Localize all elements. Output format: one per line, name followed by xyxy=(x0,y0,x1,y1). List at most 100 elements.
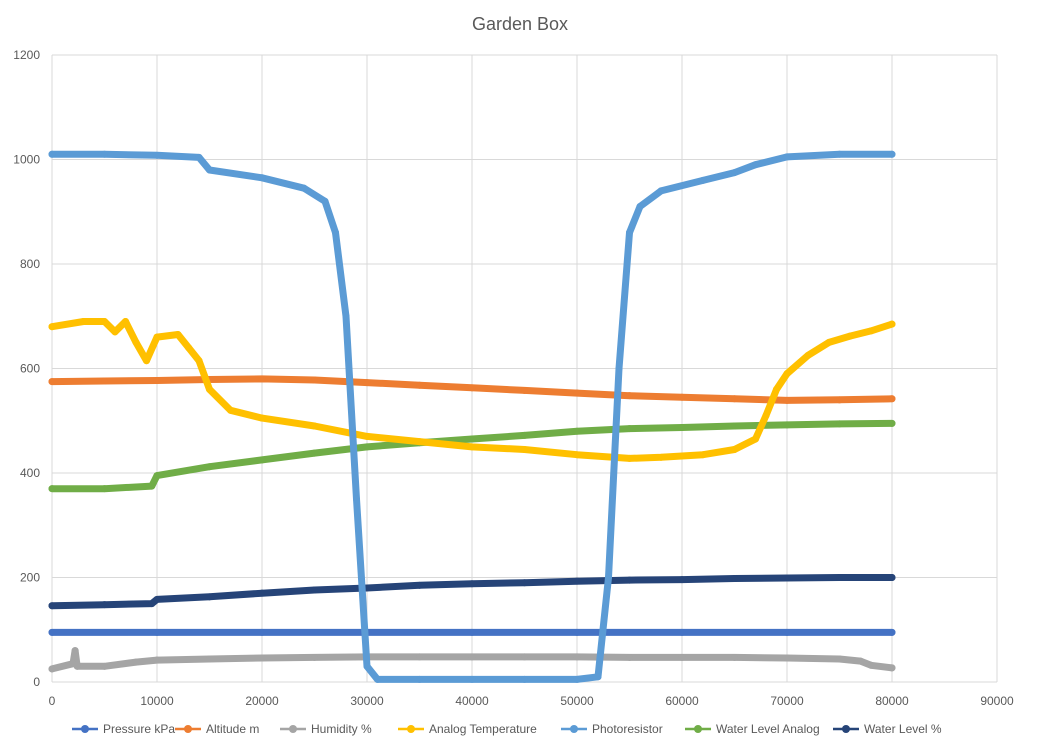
legend-swatch-marker xyxy=(81,725,89,733)
data-point-water-level xyxy=(521,579,528,587)
data-point-water-level-analog xyxy=(783,421,791,429)
data-point-humidity xyxy=(888,664,896,672)
data-point-analog-temperature xyxy=(258,414,266,422)
data-point-analog-temperature xyxy=(825,338,833,346)
data-point-altitude-m xyxy=(101,377,108,385)
data-point-water-level xyxy=(206,593,213,601)
data-point-water-level xyxy=(678,576,686,584)
x-tick-label: 10000 xyxy=(140,694,174,708)
data-point-photoresistor xyxy=(153,151,161,159)
legend-item-altitude-m: Altitude m xyxy=(175,722,259,736)
data-point-water-level xyxy=(626,576,633,584)
data-point-photoresistor xyxy=(783,153,791,161)
data-point-humidity xyxy=(132,658,140,666)
data-point-altitude-m xyxy=(48,378,56,386)
data-point-altitude-m xyxy=(678,393,686,401)
data-point-water-level-analog xyxy=(101,485,108,493)
data-point-pressure-kpa xyxy=(468,628,476,636)
series-pressure-kpa xyxy=(48,628,896,636)
data-point-analog-temperature xyxy=(416,438,423,446)
data-point-photoresistor xyxy=(258,174,266,182)
data-point-altitude-m xyxy=(521,386,528,394)
data-point-humidity xyxy=(71,647,79,655)
data-point-photoresistor xyxy=(699,176,707,184)
data-point-photoresistor xyxy=(594,673,602,681)
data-point-analog-temperature xyxy=(867,327,875,335)
data-point-analog-temperature xyxy=(773,385,780,393)
legend-label: Humidity % xyxy=(311,722,372,736)
data-point-analog-temperature xyxy=(174,331,182,339)
data-point-pressure-kpa xyxy=(783,628,791,636)
legend-swatch-marker xyxy=(570,725,578,733)
data-point-water-level-analog xyxy=(678,424,686,432)
data-point-altitude-m xyxy=(626,392,633,400)
legend-item-pressure-kpa: Pressure kPa xyxy=(72,722,175,736)
data-point-analog-temperature xyxy=(783,370,791,378)
data-point-water-level xyxy=(416,581,423,589)
data-point-water-level-analog xyxy=(731,422,738,430)
data-point-photoresistor xyxy=(605,574,612,581)
data-point-water-level-analog xyxy=(258,456,266,464)
data-point-humidity xyxy=(626,653,633,661)
data-point-altitude-m xyxy=(731,395,738,403)
legend-item-analog-temperature: Analog Temperature xyxy=(398,722,537,736)
legend-item-humidity: Humidity % xyxy=(280,722,372,736)
data-point-analog-temperature xyxy=(752,435,759,443)
legend-swatch-marker xyxy=(184,725,192,733)
data-point-pressure-kpa xyxy=(48,628,56,636)
legend: Pressure kPa Altitude m Humidity % Analog T… xyxy=(72,722,942,736)
data-point-water-level xyxy=(48,602,56,610)
data-point-photoresistor xyxy=(48,150,56,158)
data-point-humidity xyxy=(48,665,56,673)
data-point-water-level-analog xyxy=(836,420,843,428)
data-point-analog-temperature xyxy=(468,443,476,451)
data-point-analog-temperature xyxy=(48,323,56,331)
data-point-photoresistor xyxy=(332,229,339,237)
legend-label: Water Level % xyxy=(864,722,942,736)
data-point-water-level-analog xyxy=(468,435,476,443)
series-analog-temperature xyxy=(48,317,896,462)
data-point-water-level-analog xyxy=(888,419,896,427)
data-point-photoresistor xyxy=(300,184,308,192)
data-point-photoresistor xyxy=(195,153,203,161)
data-point-analog-temperature xyxy=(363,432,371,440)
data-point-analog-temperature xyxy=(521,445,528,453)
data-point-photoresistor xyxy=(206,166,213,174)
data-point-water-level-analog xyxy=(521,431,528,439)
data-point-altitude-m xyxy=(783,396,791,404)
data-point-analog-temperature xyxy=(132,338,140,346)
data-point-altitude-m xyxy=(836,396,843,404)
data-point-humidity xyxy=(731,653,738,661)
data-point-humidity xyxy=(521,653,528,661)
legend-swatch-marker xyxy=(694,725,702,733)
data-point-water-level-analog xyxy=(206,463,213,471)
data-point-photoresistor xyxy=(101,150,108,158)
legend-label: Analog Temperature xyxy=(429,722,537,736)
data-point-analog-temperature xyxy=(111,328,119,336)
legend-label: Photoresistor xyxy=(592,722,663,736)
data-point-humidity xyxy=(101,662,108,670)
x-tick-label: 40000 xyxy=(455,694,489,708)
data-point-humidity xyxy=(311,653,318,661)
data-point-altitude-m xyxy=(258,375,266,383)
data-point-water-level xyxy=(888,574,896,581)
data-point-water-level-analog xyxy=(363,443,371,451)
data-point-altitude-m xyxy=(153,377,161,385)
data-point-water-level xyxy=(783,574,791,582)
data-point-pressure-kpa xyxy=(153,628,161,636)
data-point-analog-temperature xyxy=(311,422,318,430)
data-point-photoresistor xyxy=(636,203,644,211)
data-point-photoresistor xyxy=(374,675,381,683)
legend-item-water-level-analog: Water Level Analog xyxy=(685,722,820,736)
data-point-photoresistor xyxy=(615,365,623,372)
data-point-water-level xyxy=(468,580,476,588)
data-point-pressure-kpa xyxy=(573,628,581,636)
series-water-level xyxy=(48,574,896,610)
data-point-analog-temperature xyxy=(195,357,203,365)
data-point-water-level xyxy=(258,589,266,597)
data-point-analog-temperature xyxy=(185,344,192,352)
legend-swatch-marker xyxy=(842,725,850,733)
data-point-analog-temperature xyxy=(699,451,707,459)
data-point-altitude-m xyxy=(311,376,318,384)
